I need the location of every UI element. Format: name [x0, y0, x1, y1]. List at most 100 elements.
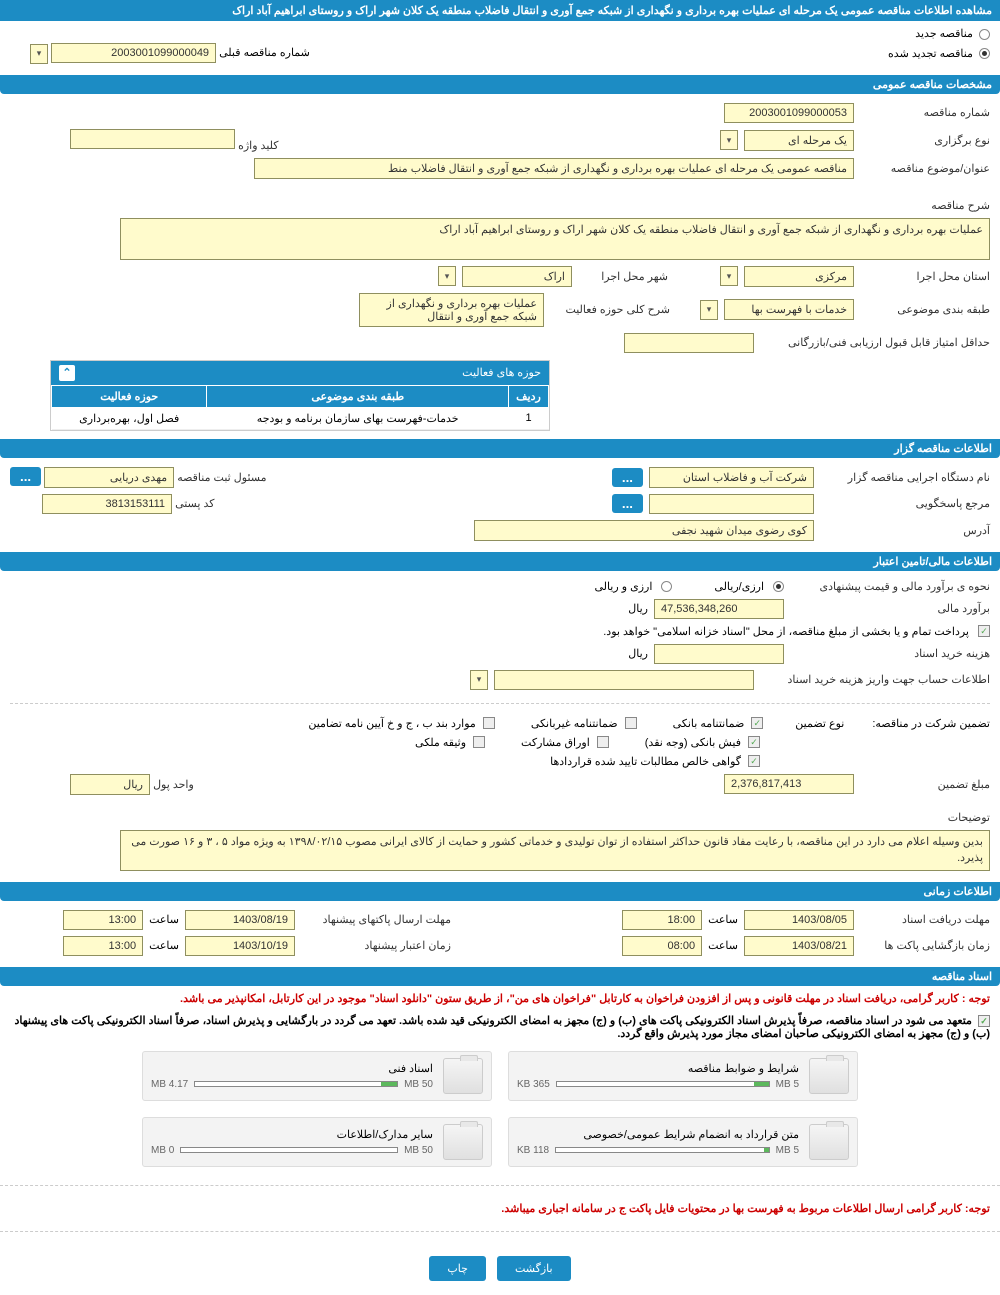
min-score-field[interactable] — [624, 333, 754, 353]
chk-cash[interactable] — [748, 736, 760, 748]
chevron-down-icon[interactable]: ▾ — [438, 266, 456, 286]
estimate-label: برآورد مالی — [790, 602, 990, 615]
subject-label: عنوان/موضوع مناقصه — [860, 162, 990, 175]
prev-number-select[interactable]: 2003001099000049 — [51, 43, 216, 63]
submit-time[interactable]: 13:00 — [63, 910, 143, 930]
folder-icon — [443, 1058, 483, 1094]
submit-label: مهلت ارسال پاکتهای پیشنهاد — [301, 913, 451, 926]
print-button[interactable]: چاپ — [429, 1256, 486, 1281]
dots-button[interactable]: ... — [612, 494, 643, 513]
table-row: 1 خدمات-فهرست بهای سازمان برنامه و بودجه… — [52, 407, 549, 429]
chk-prop[interactable] — [473, 736, 485, 748]
doc-card[interactable]: اسناد فنی 50 MB MB 4.17 — [142, 1051, 492, 1101]
keyword-field[interactable] — [70, 129, 235, 149]
org-name-field[interactable]: شرکت آب و فاضلاب استان — [649, 467, 814, 488]
chevron-down-icon[interactable]: ▾ — [720, 266, 738, 286]
payment-checkbox[interactable] — [978, 625, 990, 637]
account-field[interactable] — [494, 670, 754, 690]
radio-renewed-label: مناقصه تجدید شده — [888, 48, 973, 60]
prev-number-label: شماره مناقصه قبلی — [219, 47, 310, 59]
province-field[interactable]: مرکزی — [744, 266, 854, 287]
open-time[interactable]: 08:00 — [622, 936, 702, 956]
doc-card[interactable]: شرایط و ضوابط مناقصه 5 MB 365 KB — [508, 1051, 858, 1101]
radio-currency1[interactable] — [773, 581, 784, 592]
guarantee-title: تضمین شرکت در مناقصه: — [872, 717, 990, 730]
page-title: مشاهده اطلاعات مناقصه عمومی یک مرحله ای … — [0, 0, 1000, 21]
activity-table-title: حوزه های فعالیت — [462, 366, 541, 379]
progress-bar — [180, 1147, 398, 1153]
responsible-field[interactable]: مهدی دریایی — [44, 467, 174, 488]
section-docs: اسناد مناقصه — [0, 967, 1000, 986]
category-label: طبقه بندی موضوعی — [860, 303, 990, 316]
currency-unit-label: واحد پول — [153, 779, 194, 791]
subject-field[interactable]: مناقصه عمومی یک مرحله ای عملیات بهره برد… — [254, 158, 854, 179]
back-button[interactable]: بازگشت — [497, 1256, 571, 1281]
chevron-down-icon[interactable]: ▾ — [720, 130, 738, 150]
guarantee-amount-field[interactable]: 2,376,817,413 — [724, 774, 854, 794]
address-label: آدرس — [820, 524, 990, 537]
validity-date[interactable]: 1403/10/19 — [185, 936, 295, 956]
method-opt1: ارزی/ریالی — [714, 580, 764, 593]
ref-field[interactable] — [649, 494, 814, 514]
docs-note3: توجه: کاربر گرامی ارسال اطلاعات مربوط به… — [0, 1196, 1000, 1221]
doc-title: شرایط و ضوابط مناقصه — [517, 1062, 799, 1075]
progress-bar — [555, 1147, 770, 1153]
method-label: نحوه ی برآورد مالی و قیمت پیشنهادی — [790, 580, 990, 593]
chevron-down-icon[interactable]: ▾ — [470, 670, 488, 690]
city-label: شهر محل اجرا — [578, 270, 668, 283]
submit-date[interactable]: 1403/08/19 — [185, 910, 295, 930]
radio-new-label: مناقصه جدید — [915, 28, 973, 40]
radio-renewed[interactable] — [979, 48, 990, 59]
guarantee-type-label: نوع تضمین — [795, 717, 844, 730]
radio-currency2[interactable] — [661, 581, 672, 592]
chk-nonbank[interactable] — [625, 717, 637, 729]
dots-button[interactable]: ... — [10, 467, 41, 486]
receive-label: مهلت دریافت اسناد — [860, 913, 990, 926]
category-field[interactable]: خدمات با فهرست بها — [724, 299, 854, 320]
doc-title: اسناد فنی — [151, 1062, 433, 1075]
postal-field[interactable]: 3813153111 — [42, 494, 172, 514]
collapse-icon[interactable]: ⌃ — [59, 365, 75, 381]
folder-icon — [809, 1058, 849, 1094]
keyword-label: کلید واژه — [238, 140, 278, 152]
doc-card[interactable]: متن قرارداد به انضمام شرایط عمومی/خصوصی … — [508, 1117, 858, 1167]
responsible-label: مسئول ثبت مناقصه — [177, 472, 266, 484]
chk-cert[interactable] — [748, 755, 760, 767]
estimate-field[interactable]: 47,536,348,260 — [654, 599, 784, 619]
col-cat: طبقه بندی موضوعی — [207, 385, 509, 407]
chevron-down-icon[interactable]: ▾ — [700, 300, 718, 320]
progress-bar — [194, 1081, 398, 1087]
dots-button[interactable]: ... — [612, 468, 643, 487]
radio-new[interactable] — [979, 29, 990, 40]
doc-cost-field[interactable] — [654, 644, 784, 664]
type-label: نوع برگزاری — [860, 134, 990, 147]
commit-checkbox[interactable] — [978, 1015, 990, 1027]
min-score-label: حداقل امتیاز قابل قبول ارزیابی فنی/بازرگ… — [760, 336, 990, 349]
chk-sec[interactable] — [597, 736, 609, 748]
section-timing: اطلاعات زمانی — [0, 882, 1000, 901]
doc-title: متن قرارداد به انضمام شرایط عمومی/خصوصی — [517, 1128, 799, 1141]
activity-field[interactable]: عملیات بهره برداری و نگهداری از شبکه جمع… — [359, 293, 544, 327]
validity-time[interactable]: 13:00 — [63, 936, 143, 956]
address-field[interactable]: کوی رضوی میدان شهید نجفی — [474, 520, 814, 541]
city-field[interactable]: اراک — [462, 266, 572, 287]
open-date[interactable]: 1403/08/21 — [744, 936, 854, 956]
notes-field[interactable]: بدین وسیله اعلام می دارد در این مناقصه، … — [120, 830, 990, 871]
postal-label: کد پستی — [175, 498, 214, 510]
chevron-down-icon[interactable]: ▾ — [30, 44, 48, 64]
chk-bank[interactable] — [751, 717, 763, 729]
type-field[interactable]: یک مرحله ای — [744, 130, 854, 151]
col-act: حوزه فعالیت — [52, 385, 207, 407]
desc-field[interactable]: عملیات بهره برداری و نگهداری از شبکه جمع… — [120, 218, 990, 260]
currency-unit-field[interactable]: ریال — [70, 774, 150, 795]
receive-date[interactable]: 1403/08/05 — [744, 910, 854, 930]
doc-card[interactable]: سایر مدارک/اطلاعات 50 MB 0 MB — [142, 1117, 492, 1167]
chk-bond[interactable] — [483, 717, 495, 729]
receive-time[interactable]: 18:00 — [622, 910, 702, 930]
tender-no-label: شماره مناقصه — [860, 106, 990, 119]
section-general: مشخصات مناقصه عمومی — [0, 75, 1000, 94]
folder-icon — [443, 1124, 483, 1160]
progress-bar — [556, 1081, 770, 1087]
payment-note: پرداخت تمام و یا بخشی از مبلغ مناقصه، از… — [603, 625, 969, 638]
account-label: اطلاعات حساب جهت واریز هزینه خرید اسناد — [760, 673, 990, 686]
